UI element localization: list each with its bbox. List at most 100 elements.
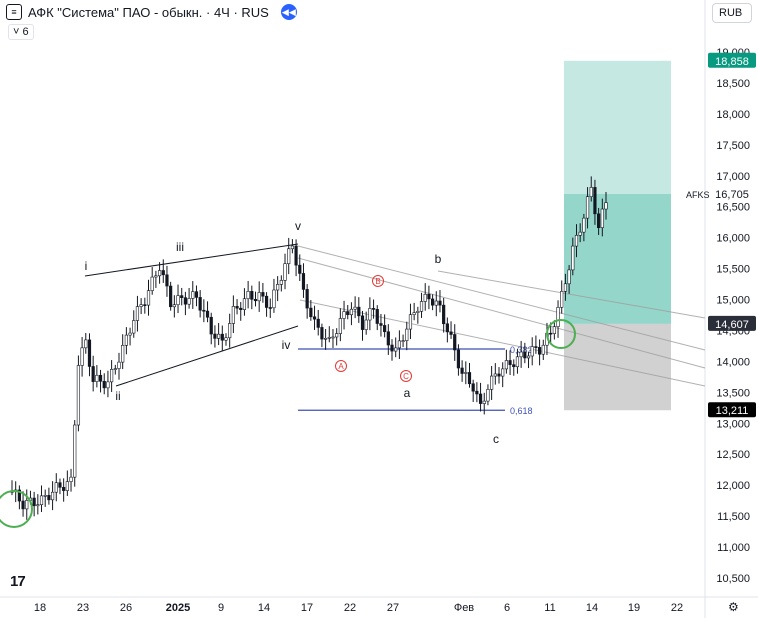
candle-body [552, 326, 556, 334]
candle-body [65, 481, 69, 491]
target-zone-inner [564, 194, 671, 324]
candle-body [360, 315, 365, 330]
x-tick-label: 2025 [166, 602, 190, 614]
candle-body [54, 482, 58, 493]
candle-body [560, 291, 564, 308]
candle-body [91, 366, 95, 382]
candle-body [209, 316, 213, 335]
candle-body [493, 373, 497, 377]
candle-body [475, 390, 479, 395]
y-tick-label: 16,000 [716, 233, 750, 245]
y-tick-label: 14,000 [716, 356, 750, 368]
candle-body [110, 369, 114, 383]
candle-body [405, 328, 409, 341]
candle-body [305, 289, 309, 309]
candle-body [301, 273, 306, 290]
y-tick-label: 15,500 [716, 264, 750, 276]
rewind-icon[interactable]: ◀◀ [280, 4, 297, 20]
candle-body [294, 245, 298, 266]
y-tick-label: 16,500 [716, 202, 750, 214]
price-tag-bg-1 [708, 186, 756, 202]
candle-body [501, 368, 505, 377]
candle-body [397, 340, 401, 349]
candle-body [17, 489, 21, 502]
candle-body [154, 275, 158, 278]
candle-body [589, 187, 593, 197]
candle-body [585, 196, 590, 219]
gear-icon[interactable]: ⚙ [728, 600, 739, 614]
y-tick-label: 17,000 [716, 171, 750, 183]
candle-body [47, 495, 51, 501]
circled-label-C: C [403, 372, 409, 381]
chart-icon[interactable]: ≡ [6, 4, 22, 20]
candle-body [43, 495, 47, 497]
candle-body [298, 264, 302, 274]
candle-body [368, 308, 372, 321]
candle-body [198, 297, 202, 311]
candle-body [287, 248, 291, 265]
candle-body [526, 355, 531, 359]
candle-body [419, 301, 424, 312]
candle-body [556, 307, 560, 328]
candle-body [394, 347, 398, 352]
candle-body [430, 298, 435, 306]
candle-body [268, 307, 272, 309]
x-tick-label: 9 [218, 602, 224, 614]
candle-body [157, 270, 162, 277]
candle-body [478, 393, 483, 404]
candle-body [187, 298, 191, 305]
indicator-toggle[interactable]: ˅ 6 [8, 24, 34, 40]
candle-body [408, 314, 413, 330]
y-tick-label: 18,500 [716, 78, 750, 90]
y-tick-label: 12,500 [716, 449, 750, 461]
candle-body [508, 360, 512, 365]
candle-body [423, 293, 427, 302]
x-tick-label: 17 [301, 602, 313, 614]
candle-body [183, 297, 188, 305]
candle-body [342, 311, 346, 319]
candle-body [331, 336, 335, 339]
candle-body [537, 347, 542, 355]
wave-label-iv: iv [282, 338, 291, 352]
candle-body [593, 187, 597, 215]
candle-body [98, 374, 103, 382]
candle-body [371, 308, 376, 310]
candle-body [512, 364, 516, 368]
candle-body [106, 381, 110, 389]
candle-body [242, 298, 247, 310]
candle-body [438, 300, 442, 306]
currency-select[interactable]: RUB [712, 3, 752, 23]
candle-body [135, 306, 140, 321]
candle-body [62, 487, 66, 491]
wave-label-i: i [85, 259, 88, 273]
candle-body [316, 318, 320, 328]
wave-label-ii: ii [115, 389, 120, 403]
candle-body [600, 208, 604, 228]
candle-body [250, 291, 254, 300]
candle-body [246, 291, 250, 300]
candle-body [309, 307, 313, 318]
wave-label-b: b [435, 252, 442, 266]
candle-body [139, 304, 143, 307]
candle-body [87, 339, 92, 367]
candle-body [346, 311, 350, 316]
circled-label-B: B [375, 277, 380, 286]
wedge-lower-line [115, 325, 299, 387]
channel-line-2 [437, 270, 706, 319]
candle-body [73, 424, 77, 478]
candle-body [467, 372, 472, 385]
candle-body [338, 318, 342, 334]
ticker-label: AFKS [686, 190, 710, 200]
candle-body [390, 344, 394, 352]
candle-body [464, 372, 468, 374]
candle-body [497, 373, 501, 377]
candle-body [364, 319, 368, 330]
candle-body [169, 285, 173, 308]
candle-body [401, 340, 405, 342]
candle-body [515, 356, 520, 368]
candle-body [335, 333, 339, 338]
candle-body [523, 351, 527, 359]
x-tick-label: 23 [77, 602, 89, 614]
y-tick-label: 15,000 [716, 295, 750, 307]
